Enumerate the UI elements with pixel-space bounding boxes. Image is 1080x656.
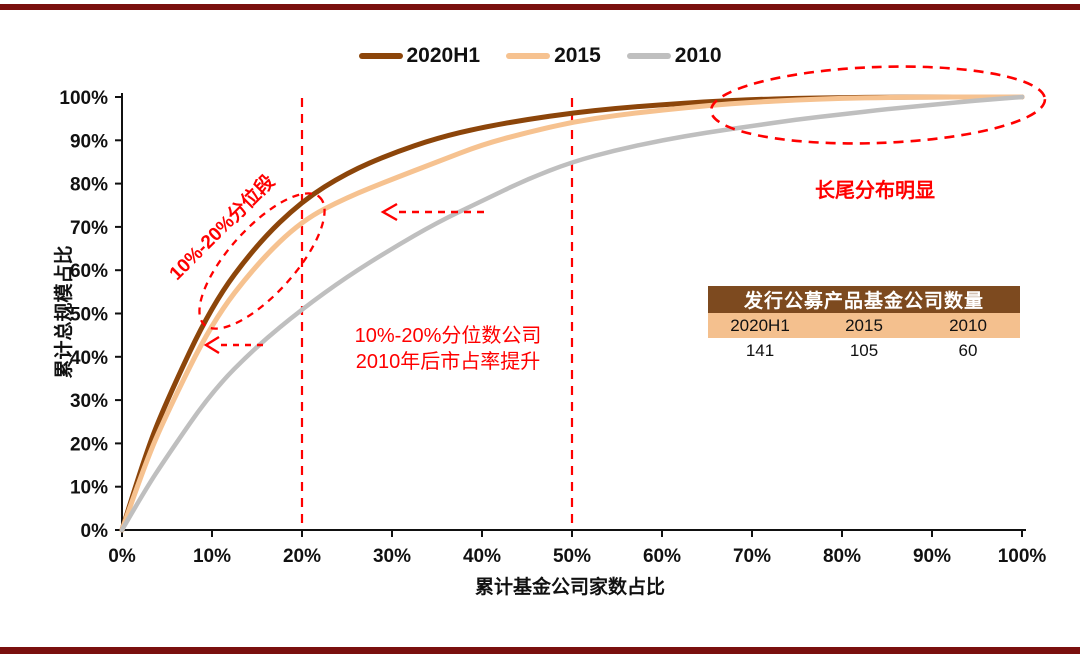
table-value-2015: 105 [849,340,879,360]
legend: 2020H1 2015 2010 [0,42,1080,70]
table-col-2020h1: 2020H1 [730,315,790,335]
x-tick-label: 90% [913,546,951,567]
y-tick-label: 70% [70,218,108,239]
left-arrow-long-head [380,202,398,222]
legend-item-2010: 2010 [626,44,722,68]
table-header-row: 2020H1 2015 2010 [708,313,1020,338]
curve-2015 [119,94,1025,533]
table-title-row: 发行公募产品基金公司数量 [708,286,1020,313]
table-title: 发行公募产品基金公司数量 [743,291,984,312]
table-value-2010: 60 [958,340,978,360]
x-tick-label: 100% [998,546,1047,567]
legend-swatch-2020h1 [358,53,403,59]
top-rule [0,4,1080,10]
y-tick-label: 30% [70,391,108,412]
x-tick-label: 30% [373,546,411,567]
legend-swatch-2010 [626,53,671,59]
legend-label-2020h1: 2020H1 [406,44,481,67]
annotation-mid-note: 10%-20%分位数公司 2010年后市占率提升 [322,323,574,375]
legend-label-2010: 2010 [674,44,722,67]
left-arrow-short-head [203,335,220,355]
y-tick-label: 10% [70,478,108,499]
table-value-row: 141 105 60 [708,338,1020,363]
table-col-2010: 2010 [949,315,987,335]
x-tick-label: 60% [643,546,681,567]
legend-item-2015: 2015 [506,44,601,68]
table-col-2015: 2015 [845,315,883,335]
legend-item-2020h1: 2020H1 [358,44,481,68]
x-tick-label: 40% [463,546,501,567]
curve-2010 [119,94,1025,533]
x-tick-label: 80% [823,546,861,567]
y-tick-label: 40% [70,348,108,369]
x-axis-title: 累计基金公司家数占比 [474,577,665,598]
long-tail-ellipse [709,65,1047,145]
x-tick-label: 0% [108,546,136,567]
bottom-rule [0,647,1080,654]
x-tick-label: 70% [733,546,771,567]
y-axis-title: 累计总规模占比 [54,245,75,379]
y-tick-label: 80% [70,175,108,196]
y-tick-label: 60% [70,261,108,282]
table-value-2020h1: 141 [745,340,775,360]
y-tick-label: 20% [70,434,108,455]
x-tick-label: 10% [193,546,231,567]
y-tick-label: 90% [70,131,108,152]
legend-label-2015: 2015 [554,44,601,67]
y-tick-label: 50% [70,305,108,326]
y-tick-label: 100% [59,88,108,109]
legend-swatch-2015 [506,53,551,59]
annotation-long-tail: 长尾分布明显 [815,180,935,202]
x-tick-label: 20% [283,546,321,567]
y-tick-label: 0% [81,521,109,542]
annotation-mid-note-line1: 10%-20%分位数公司 [354,325,542,347]
quantile-band-ellipse [198,192,326,330]
annotation-mid-note-line2: 2010年后市占率提升 [355,351,541,373]
fund-company-count-table: 发行公募产品基金公司数量 2020H1 2015 2010 141 105 60 [708,286,1020,363]
x-tick-label: 50% [553,546,591,567]
